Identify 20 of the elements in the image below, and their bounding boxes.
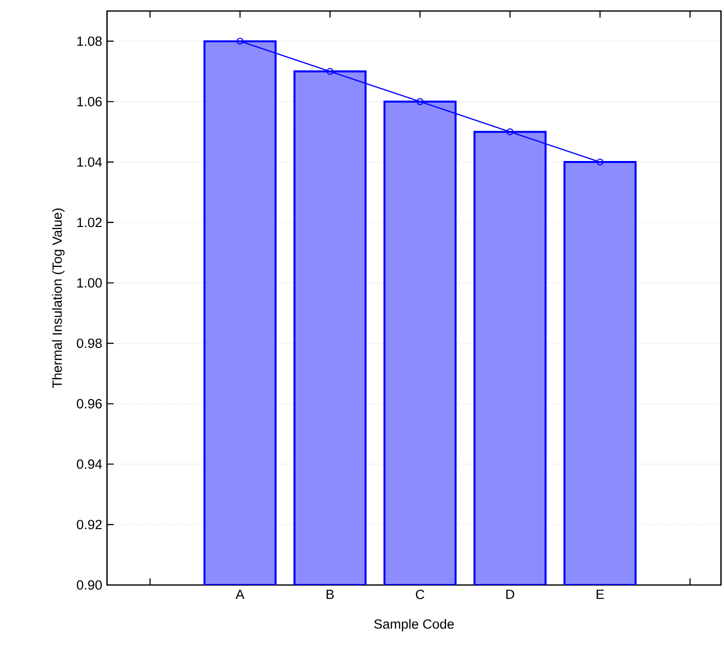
y-tick-label: 1.06 — [77, 96, 102, 106]
y-tick-label: 1.00 — [77, 278, 102, 288]
y-tick-label: 1.08 — [77, 36, 102, 46]
y-tick-label: 0.90 — [76, 580, 102, 590]
y-axis-title: Thermal Insulation (Tog Value) — [52, 208, 65, 388]
point — [506, 128, 514, 136]
x-tick-label: E — [596, 590, 604, 599]
y-tick-label: 0.92 — [76, 520, 102, 530]
y-tick-label: 1.02 — [77, 218, 102, 228]
x-tick-label: C — [416, 590, 424, 600]
x-tick-label: D — [506, 590, 514, 599]
x-tick-label: B — [326, 590, 334, 599]
y-tick-label: 0.96 — [76, 399, 102, 408]
y-tick-label: 0.94 — [76, 459, 102, 469]
x-tick-label: A — [236, 590, 244, 599]
x-axis-title: Sample Code — [374, 618, 454, 632]
y-tick-label: 1.04 — [77, 157, 102, 167]
y-tick-label: 0.98 — [76, 338, 102, 348]
point — [416, 98, 424, 106]
point — [326, 68, 334, 75]
